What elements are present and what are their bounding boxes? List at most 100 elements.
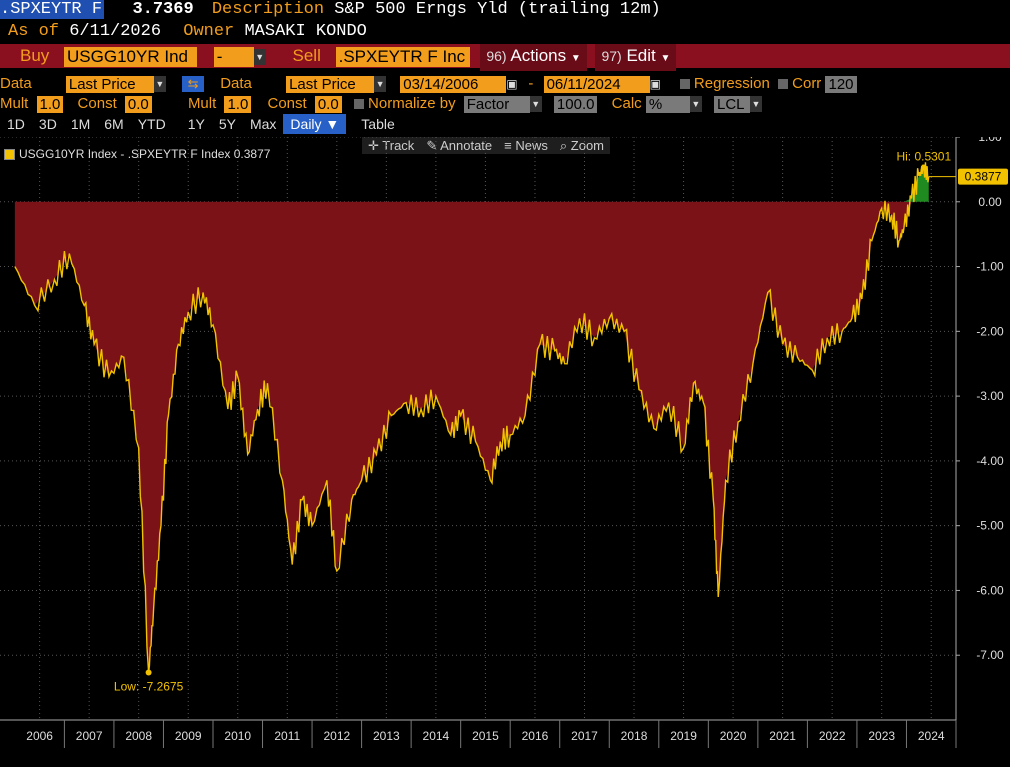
- const1-input[interactable]: 0.0: [124, 95, 152, 113]
- range-button-1[interactable]: 3D: [38, 116, 57, 132]
- x-tick-label: 2006: [26, 729, 53, 743]
- edit-num: 97): [601, 48, 622, 64]
- y-tick-label: -2.00: [976, 324, 1004, 338]
- factor-dropdown-icon[interactable]: ▼: [529, 96, 542, 113]
- x-tick-label: 2010: [224, 729, 251, 743]
- start-date-input[interactable]: 03/14/2006: [400, 75, 507, 93]
- news-icon: ≡: [504, 138, 516, 153]
- lcl-dropdown-icon[interactable]: ▼: [750, 96, 762, 113]
- range-button-7[interactable]: Max: [249, 116, 277, 132]
- data1-select[interactable]: Last Price: [65, 75, 154, 93]
- regression-label: Regression: [693, 75, 770, 92]
- tool-zoom[interactable]: ⌕ Zoom: [554, 138, 610, 153]
- y-tick-label: -4.00: [976, 454, 1004, 468]
- actions-label: Actions: [510, 46, 567, 65]
- corr-input[interactable]: 120: [825, 75, 857, 93]
- calc-dropdown-icon[interactable]: ▼: [689, 96, 702, 113]
- calc-label: Calc: [611, 95, 642, 112]
- controls-row-1: Data Last Price ▼ ⇆ Data Last Price ▼ 03/1…: [0, 75, 857, 93]
- range-buttons: 1D 3D 1M 6M YTD 1Y 5Y Max Daily ▼ Table: [0, 114, 402, 134]
- chevron-down-icon: ▼: [660, 53, 671, 64]
- mult2-input[interactable]: 1.0: [224, 95, 252, 113]
- date-separator: -: [528, 75, 534, 92]
- legend-swatch-icon: [4, 149, 15, 161]
- data1-dropdown-icon[interactable]: ▼: [153, 76, 166, 93]
- x-tick-label: 2016: [522, 729, 549, 743]
- normalize-checkbox[interactable]: [353, 99, 364, 110]
- range-button-6[interactable]: 5Y: [218, 116, 236, 132]
- mult1-label: Mult: [0, 95, 29, 112]
- spread-chart[interactable]: 1.00 0.00 -1.00 -2.00 -3.00 -4.00 -5.00 -6.00 -7…: [0, 137, 1010, 767]
- last-value-badge: [958, 168, 1008, 185]
- corr-checkbox[interactable]: [777, 79, 788, 90]
- tool-label: Track: [382, 138, 415, 153]
- const1-label: Const: [77, 95, 117, 112]
- calendar-icon[interactable]: ▣: [649, 77, 661, 91]
- x-tick-label: 2012: [323, 729, 350, 743]
- track-icon: ✛: [368, 138, 383, 153]
- const2-label: Const: [267, 95, 307, 112]
- calendar-icon[interactable]: ▣: [506, 77, 518, 91]
- ticker: .SPXEYTR F: [0, 0, 105, 19]
- x-tick-label: 2022: [819, 729, 846, 743]
- range-button-4[interactable]: YTD: [137, 116, 166, 132]
- zoom-icon: ⌕: [559, 138, 571, 153]
- end-date-input[interactable]: 06/11/2024: [543, 75, 650, 93]
- calc-select[interactable]: %: [645, 95, 690, 113]
- area-negative: [14, 201, 929, 673]
- x-tick-label: 2015: [472, 729, 499, 743]
- range-button-8[interactable]: Daily ▼: [283, 114, 347, 134]
- x-tick-label: 2020: [720, 729, 747, 743]
- chart-legend: USGG10YR Index - .SPXEYTR F Index 0.3877: [4, 147, 270, 161]
- data2-dropdown-icon[interactable]: ▼: [374, 76, 387, 93]
- factor-input[interactable]: 100.0: [553, 95, 598, 113]
- low-marker: [145, 669, 152, 676]
- owner-label: Owner: [183, 22, 235, 41]
- edit-label: Edit: [626, 46, 656, 65]
- const2-input[interactable]: 0.0: [314, 95, 342, 113]
- range-button-2[interactable]: 1M: [70, 116, 91, 132]
- regression-checkbox[interactable]: [679, 79, 690, 90]
- range-button-3[interactable]: 6M: [104, 116, 124, 132]
- operator-dropdown-icon[interactable]: ▼: [253, 48, 266, 65]
- x-tick-label: 2007: [76, 729, 103, 743]
- price: 3.7369: [132, 0, 194, 19]
- hi-marker: [920, 164, 927, 171]
- buy-security-input[interactable]: USGG10YR Ind: [64, 46, 198, 67]
- edit-menu[interactable]: 97) Edit ▼: [595, 44, 677, 71]
- mult2-label: Mult: [187, 95, 217, 112]
- range-button-0[interactable]: 1D: [7, 116, 25, 132]
- normalize-label: Normalize by: [368, 95, 456, 112]
- swap-icon[interactable]: ⇆: [182, 76, 205, 93]
- y-tick-label: -5.00: [976, 519, 1004, 533]
- legend-text: USGG10YR Index - .SPXEYTR F Index 0.3877: [19, 147, 271, 161]
- security-header: .SPXEYTR F 3.7369 Description S&P 500 Er…: [0, 0, 1010, 22]
- tool-annotate[interactable]: ✎ Annotate: [420, 138, 498, 153]
- operator-select[interactable]: -: [213, 46, 254, 67]
- mult1-input[interactable]: 1.0: [36, 95, 64, 113]
- x-tick-label: 2017: [571, 729, 598, 743]
- tool-news[interactable]: ≡ News: [498, 138, 554, 153]
- tool-track[interactable]: ✛ Track: [362, 138, 420, 153]
- asof-row: As of 6/11/2026 Owner MASAKI KONDO: [0, 21, 1010, 43]
- x-tick-label: 2009: [175, 729, 202, 743]
- factor-select[interactable]: Factor: [463, 95, 530, 113]
- x-tick-label: 2014: [423, 729, 450, 743]
- y-tick-label: -3.00: [976, 389, 1004, 403]
- y-tick-label: 1.00: [978, 137, 1002, 144]
- range-button-9[interactable]: Table: [361, 116, 395, 132]
- range-button-5[interactable]: 1Y: [187, 116, 205, 132]
- tool-label: News: [515, 138, 548, 153]
- data2-select[interactable]: Last Price: [286, 75, 375, 93]
- x-tick-label: 2018: [621, 729, 648, 743]
- chevron-down-icon: ▼: [570, 53, 581, 64]
- asof-date[interactable]: 6/11/2026: [69, 22, 162, 41]
- x-tick-label: 2011: [274, 729, 300, 743]
- actions-num: 96): [486, 48, 507, 64]
- actions-menu[interactable]: 96) Actions ▼: [480, 44, 587, 71]
- lcl-select[interactable]: LCL: [714, 95, 750, 113]
- sell-security-input[interactable]: .SPXEYTR F Inc: [335, 46, 470, 67]
- tool-label: Annotate: [440, 138, 493, 153]
- x-tick-label: 2013: [373, 729, 400, 743]
- x-tick-label: 2008: [125, 729, 152, 743]
